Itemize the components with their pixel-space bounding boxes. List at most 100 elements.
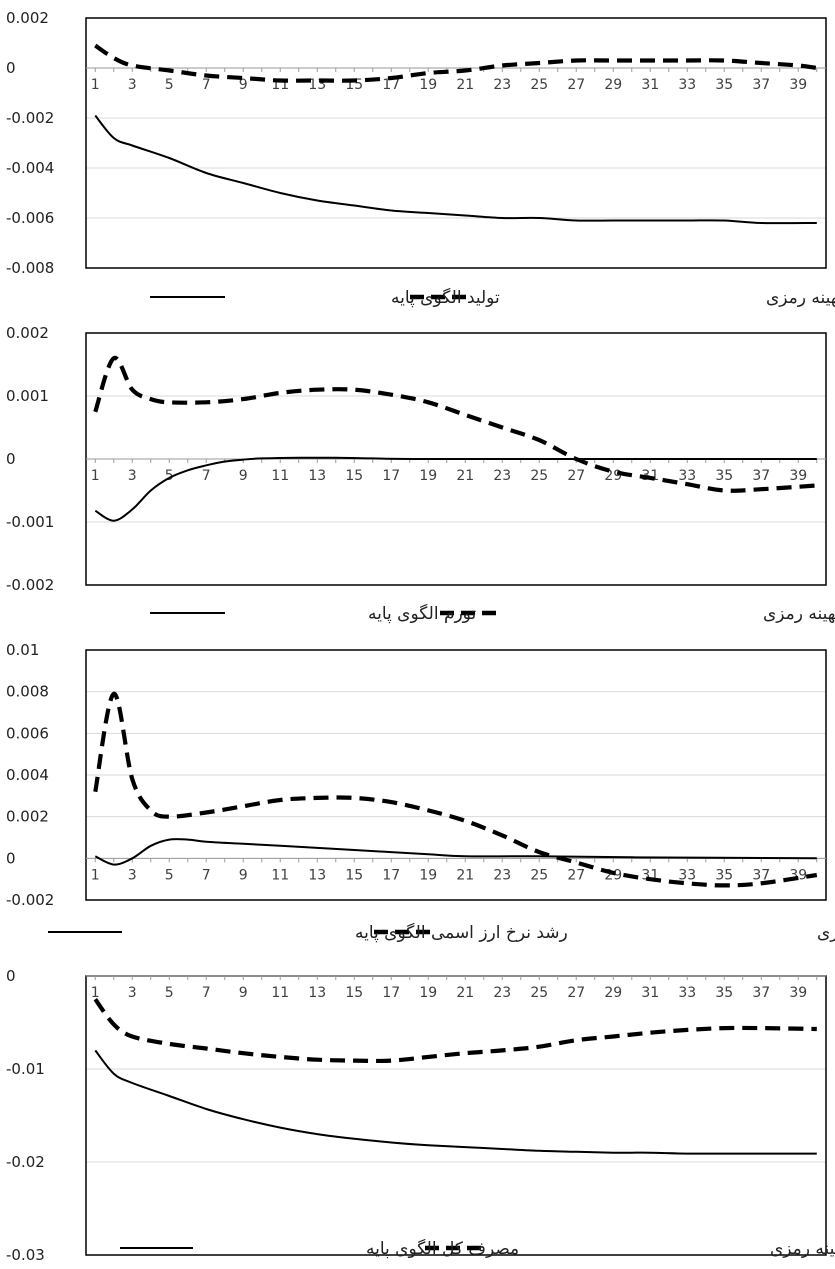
chart4-x-tick-label: 37 bbox=[752, 985, 770, 1001]
chart1-legend-label-baseline-model: تولید الگوی پایه bbox=[391, 287, 500, 308]
chart4-series-ramsey-policy-line bbox=[93, 998, 817, 1064]
chart3-x-tick-label: 7 bbox=[202, 867, 211, 883]
chart1-y-tick-label: -0.008 bbox=[6, 259, 54, 277]
chart3-y-tick-label: 0 bbox=[6, 849, 16, 867]
chart4-x-tick-label: 1 bbox=[91, 985, 100, 1001]
chart3-plot-frame bbox=[85, 649, 827, 901]
chart2-x-tick-label: 13 bbox=[308, 468, 326, 484]
chart2-y-tick-label: -0.001 bbox=[6, 513, 54, 531]
chart2-x-tick-label: 23 bbox=[493, 468, 511, 484]
chart3-x-tick-label: 37 bbox=[752, 867, 770, 883]
chart3-x-tick-label: 11 bbox=[271, 867, 289, 883]
chart3-x-tick-label: 1 bbox=[91, 867, 100, 883]
chart1-x-tick-label: 19 bbox=[419, 77, 437, 93]
chart4-x-tick-label: 33 bbox=[678, 985, 696, 1001]
chart3-y-tick-label: 0.004 bbox=[6, 766, 49, 784]
chart3-x-tick-label: 17 bbox=[382, 867, 400, 883]
chart4-plot-frame bbox=[85, 975, 827, 1256]
chart1-series-baseline-model-line bbox=[94, 114, 817, 225]
chart4-x-tick-label: 21 bbox=[456, 985, 474, 1001]
chart2-y-tick-label: 0 bbox=[6, 450, 16, 468]
chart2-x-tick-label: 7 bbox=[202, 468, 211, 484]
chart1-y-tick-label: 0.002 bbox=[6, 9, 49, 27]
chart3-x-tick-label: 3 bbox=[128, 867, 137, 883]
chart2-x-tick-label: 19 bbox=[419, 468, 437, 484]
chart4-x-tick-label: 13 bbox=[308, 985, 326, 1001]
chart3-y-tick-label: 0.002 bbox=[6, 808, 49, 826]
chart1-y-tick-label: -0.004 bbox=[6, 159, 54, 177]
chart3-x-tick-label: 23 bbox=[493, 867, 511, 883]
chart4-legend-label-baseline-model: مصرف کل الگوی پایه bbox=[366, 1238, 519, 1259]
chart3-x-tick-label: 5 bbox=[165, 867, 174, 883]
chart1-x-tick-label: 21 bbox=[456, 77, 474, 93]
chart3-y-tick-label: -0.002 bbox=[6, 891, 54, 909]
chart2-x-tick-label: 5 bbox=[165, 468, 174, 484]
chart1-x-tick-label: 29 bbox=[604, 77, 622, 93]
chart2-x-tick-label: 25 bbox=[530, 468, 548, 484]
chart2-x-tick-label: 39 bbox=[789, 468, 807, 484]
chart3-y-tick-label: 0.008 bbox=[6, 683, 49, 701]
chart4-x-tick-label: 27 bbox=[567, 985, 585, 1001]
chart2-x-tick-label: 1 bbox=[91, 468, 100, 484]
chart4-x-tick-label: 25 bbox=[530, 985, 548, 1001]
chart4-x-tick-label: 19 bbox=[419, 985, 437, 1001]
chart2-legend-label-ramsey-policy: تورم با سیاست بهینه رمزی bbox=[763, 604, 835, 624]
chart3-y-tick-label: 0.01 bbox=[6, 641, 39, 659]
chart3-x-tick-label: 19 bbox=[419, 867, 437, 883]
chart3-legend-label-ramsey-policy: رشد نرخ ارز اسمی با سیاست بهینه رمزی bbox=[817, 923, 835, 943]
chart2-x-tick-label: 33 bbox=[678, 468, 696, 484]
chart1-x-tick-label: 1 bbox=[91, 77, 100, 93]
chart1-y-tick-label: 0 bbox=[6, 59, 16, 77]
chart2-x-tick-label: 11 bbox=[271, 468, 289, 484]
chart3-x-tick-label: 15 bbox=[345, 867, 363, 883]
chart3-legend-label-baseline-model: رشد نرخ ارز اسمی الگوی پایه bbox=[355, 922, 568, 943]
chart4-y-tick-label: -0.01 bbox=[6, 1060, 45, 1078]
chart3-x-tick-label: 35 bbox=[715, 867, 733, 883]
chart2-series-ramsey-policy-line bbox=[93, 356, 817, 493]
chart1-x-tick-label: 35 bbox=[715, 77, 733, 93]
chart3-x-tick-label: 25 bbox=[530, 867, 548, 883]
chart3-x-tick-label: 33 bbox=[678, 867, 696, 883]
chart4-x-tick-label: 31 bbox=[641, 985, 659, 1001]
chart4-x-tick-label: 39 bbox=[789, 985, 807, 1001]
chart2-x-tick-label: 17 bbox=[382, 468, 400, 484]
chart4-x-tick-label: 3 bbox=[128, 985, 137, 1001]
chart4-x-tick-label: 29 bbox=[604, 985, 622, 1001]
chart3-x-tick-label: 27 bbox=[567, 867, 585, 883]
chart2-y-tick-label: -0.002 bbox=[6, 576, 54, 594]
chart2-legend-label-baseline-model: تورم الگوی پایه bbox=[368, 603, 476, 624]
chart2-x-tick-label: 27 bbox=[567, 468, 585, 484]
chart2-x-tick-label: 15 bbox=[345, 468, 363, 484]
chart1-x-tick-label: 17 bbox=[382, 77, 400, 93]
chart3-x-tick-label: 21 bbox=[456, 867, 474, 883]
chart1-x-tick-label: 23 bbox=[493, 77, 511, 93]
chart2-x-tick-label: 21 bbox=[456, 468, 474, 484]
chart2-series-baseline-model-line bbox=[94, 456, 817, 522]
chart1-x-tick-label: 25 bbox=[530, 77, 548, 93]
chart1-y-tick-label: -0.006 bbox=[6, 209, 54, 227]
chart2-x-tick-label: 35 bbox=[715, 468, 733, 484]
chart1-x-tick-label: 9 bbox=[239, 77, 248, 93]
chart1-x-tick-label: 37 bbox=[752, 77, 770, 93]
chart3-x-tick-label: 13 bbox=[308, 867, 326, 883]
chart4-y-tick-label: -0.03 bbox=[6, 1246, 45, 1264]
chart3-series-baseline-model-line bbox=[94, 838, 817, 866]
chart4-y-tick-label: 0 bbox=[6, 967, 16, 985]
chart1-plot-frame bbox=[85, 17, 827, 269]
chart4-x-tick-label: 35 bbox=[715, 985, 733, 1001]
chart1-legend-label-ramsey-policy: تولید با سیاست بهینه رمزی bbox=[766, 288, 835, 308]
chart1-y-tick-label: -0.002 bbox=[6, 109, 54, 127]
chart4-x-tick-label: 17 bbox=[382, 985, 400, 1001]
chart1-x-tick-label: 27 bbox=[567, 77, 585, 93]
chart1-series-ramsey-policy-line bbox=[94, 43, 818, 83]
chart2-x-tick-label: 9 bbox=[239, 468, 248, 484]
chart4-x-tick-label: 11 bbox=[271, 985, 289, 1001]
chart4-x-tick-label: 23 bbox=[493, 985, 511, 1001]
chart3-x-tick-label: 9 bbox=[239, 867, 248, 883]
chart4-y-tick-label: -0.02 bbox=[6, 1153, 45, 1171]
chart1-x-tick-label: 3 bbox=[128, 77, 137, 93]
chart1-x-tick-label: 33 bbox=[678, 77, 696, 93]
chart1-x-tick-label: 31 bbox=[641, 77, 659, 93]
chart4-x-tick-label: 15 bbox=[345, 985, 363, 1001]
